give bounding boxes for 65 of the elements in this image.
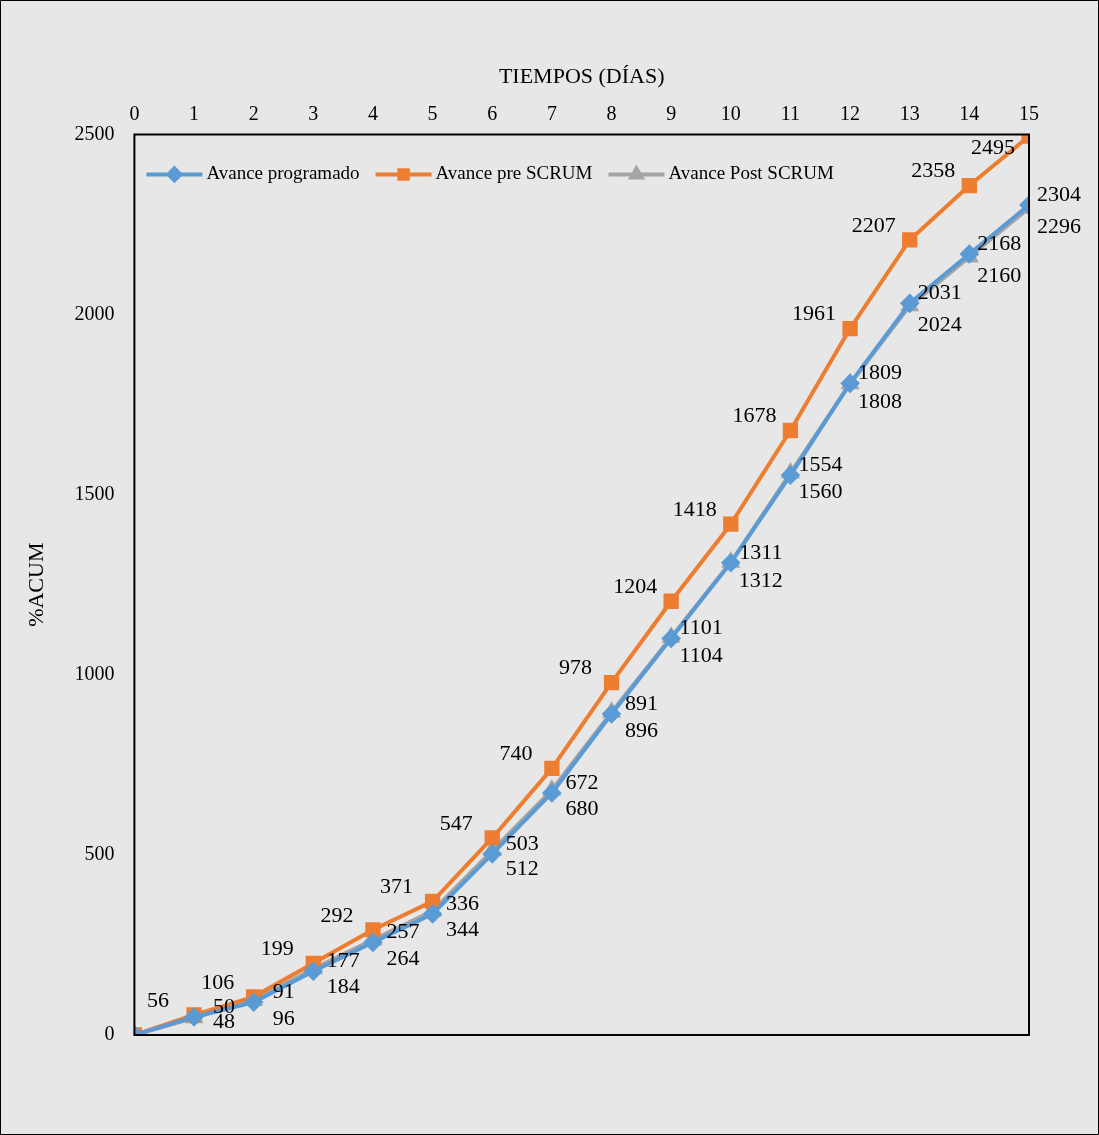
data-label: 512	[505, 855, 539, 881]
y-tick-label: 500	[84, 842, 115, 865]
x-tick-label: 6	[487, 101, 498, 124]
y-tick-label: 2500	[74, 121, 115, 144]
y-tick-label: 2000	[74, 301, 115, 324]
data-label: 336	[446, 889, 480, 915]
data-label: 1554	[798, 450, 843, 476]
data-label: 2296	[1037, 212, 1081, 238]
data-label: 2304	[1037, 180, 1081, 206]
legend-label: Avance programado	[206, 162, 360, 184]
data-label: 1808	[858, 388, 903, 414]
data-label: 978	[559, 654, 593, 680]
data-label: 344	[446, 915, 480, 941]
data-label: 106	[201, 968, 235, 994]
x-tick-label: 8	[606, 101, 617, 124]
data-label: 56	[147, 986, 170, 1012]
data-label: 740	[499, 740, 533, 766]
data-label: 1678	[732, 402, 777, 428]
y-tick-label: 1000	[74, 662, 115, 685]
data-label: 1560	[798, 477, 843, 503]
x-tick-label: 13	[899, 101, 920, 124]
y-tick-label: 0	[104, 1022, 115, 1045]
x-tick-label: 2	[248, 101, 259, 124]
x-axis-title: TIEMPOS (DÍAS)	[498, 62, 665, 88]
data-label: 371	[380, 873, 414, 899]
data-label: 199	[260, 935, 294, 961]
x-tick-label: 10	[720, 101, 741, 124]
data-label: 896	[625, 717, 659, 743]
x-tick-label: 12	[840, 101, 861, 124]
data-label: 264	[386, 944, 420, 970]
x-tick-label: 4	[367, 101, 378, 124]
data-label: 672	[565, 768, 599, 794]
x-tick-label: 15	[1019, 101, 1039, 124]
data-label: 1418	[672, 495, 717, 521]
data-label: 1961	[792, 300, 837, 326]
x-tick-label: 14	[959, 101, 980, 124]
y-axis-title: %ACUM	[22, 542, 48, 627]
x-tick-label: 7	[546, 101, 557, 124]
x-tick-label: 9	[666, 101, 677, 124]
data-label: 2024	[917, 310, 962, 336]
data-label: 680	[565, 794, 599, 820]
data-label: 2207	[851, 211, 896, 237]
legend-label: Avance Post SCRUM	[668, 162, 834, 184]
data-label: 547	[439, 809, 473, 835]
data-label: 891	[625, 689, 659, 715]
x-tick-label: 5	[427, 101, 438, 124]
x-tick-label: 3	[308, 101, 319, 124]
x-tick-label: 0	[129, 101, 140, 124]
data-label: 2358	[911, 157, 956, 183]
data-label: 2160	[977, 261, 1022, 287]
data-label: 96	[272, 1005, 295, 1031]
data-label: 292	[320, 901, 354, 927]
data-label: 1104	[679, 642, 723, 668]
legend-label: Avance pre SCRUM	[435, 162, 593, 184]
data-label: 503	[505, 829, 539, 855]
data-label: 184	[326, 973, 360, 999]
x-tick-label: 11	[780, 101, 801, 124]
data-label: 1311	[739, 538, 783, 564]
data-label: 1204	[613, 573, 658, 599]
y-tick-label: 1500	[74, 481, 115, 504]
data-label: 1101	[679, 614, 723, 640]
data-label: 1809	[858, 359, 903, 385]
data-label: 1312	[738, 567, 783, 593]
x-tick-label: 1	[189, 101, 200, 124]
data-label: 2495	[971, 134, 1015, 160]
